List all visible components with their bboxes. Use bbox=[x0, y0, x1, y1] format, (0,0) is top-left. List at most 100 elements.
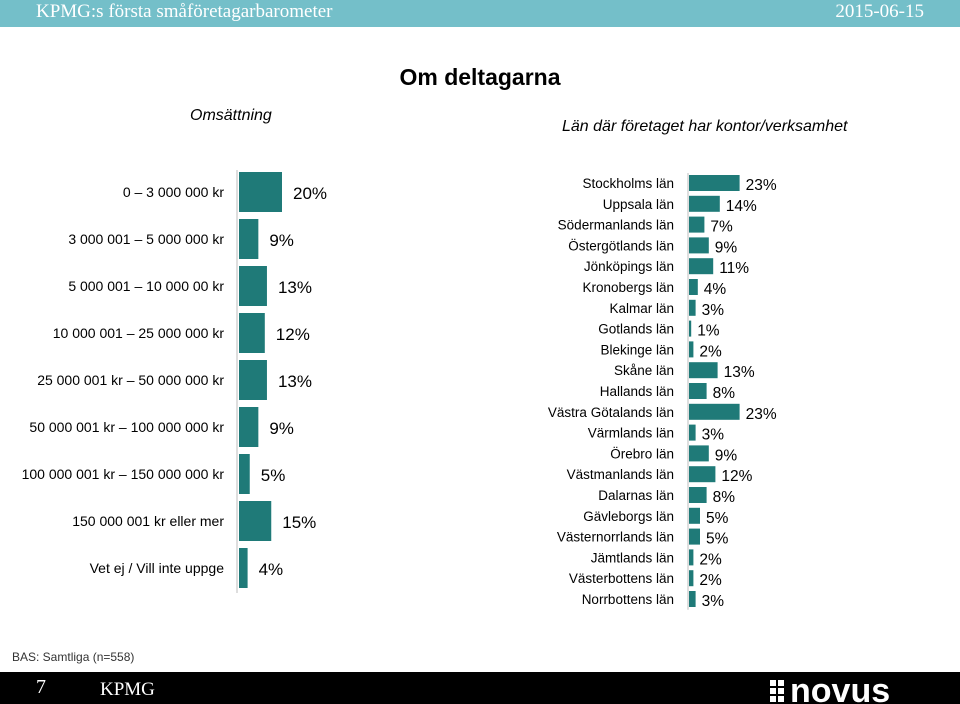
omsattning-category-label: Vet ej / Vill inte uppge bbox=[90, 560, 225, 576]
omsattning-bar bbox=[239, 313, 265, 353]
omsattning-value-label: 9% bbox=[269, 419, 294, 438]
lan-value-label: 11% bbox=[719, 260, 749, 277]
omsattning-category-label: 0 – 3 000 000 kr bbox=[123, 184, 225, 200]
omsattning-bar bbox=[239, 172, 282, 212]
presentation-title: KPMG:s första småföretagarbarometer bbox=[36, 1, 333, 22]
lan-value-label: 7% bbox=[710, 219, 733, 236]
lan-value-label: 12% bbox=[721, 468, 752, 485]
omsattning-category-label: 150 000 001 kr eller mer bbox=[72, 513, 224, 529]
lan-bar bbox=[689, 487, 707, 503]
lan-value-label: 23% bbox=[746, 177, 777, 194]
base-note: BAS: Samtliga (n=558) bbox=[12, 650, 135, 664]
lan-bar bbox=[689, 175, 740, 191]
lan-bar bbox=[689, 528, 700, 545]
omsattning-category-label: 10 000 001 – 25 000 000 kr bbox=[53, 325, 225, 341]
lan-value-label: 8% bbox=[713, 385, 736, 402]
omsattning-bar bbox=[239, 548, 248, 588]
omsattning-bar bbox=[239, 407, 259, 447]
lan-category-label: Norrbottens län bbox=[582, 592, 674, 607]
lan-value-label: 2% bbox=[699, 343, 722, 360]
lan-bar bbox=[689, 549, 694, 566]
lan-category-label: Gävleborgs län bbox=[583, 509, 674, 524]
omsattning-bar bbox=[239, 219, 259, 259]
presentation-date: 2015-06-15 bbox=[835, 1, 924, 22]
lan-value-label: 4% bbox=[704, 281, 727, 298]
lan-category-label: Dalarnas län bbox=[598, 488, 674, 503]
omsattning-value-label: 4% bbox=[259, 560, 284, 579]
footer-brand: KPMG bbox=[100, 679, 155, 700]
omsattning-value-label: 9% bbox=[269, 231, 294, 250]
lan-category-label: Östergötlands län bbox=[568, 238, 674, 253]
lan-category-label: Västmanlands län bbox=[567, 467, 674, 482]
lan-value-label: 2% bbox=[699, 551, 722, 568]
chart-title-lan: Län där företaget har kontor/verksamhet bbox=[562, 118, 848, 135]
lan-bar bbox=[689, 466, 716, 483]
lan-category-label: Hallands län bbox=[600, 384, 674, 399]
lan-bar bbox=[689, 279, 698, 295]
lan-value-label: 9% bbox=[715, 447, 738, 464]
lan-category-label: Södermanlands län bbox=[558, 218, 674, 233]
header-bar: KPMG:s första småföretagarbarometer 2015… bbox=[0, 0, 960, 27]
lan-bar bbox=[689, 383, 707, 399]
lan-category-label: Jönköpings län bbox=[584, 259, 674, 274]
footer-bar: 7 KPMG novus bbox=[0, 672, 960, 704]
lan-bar bbox=[689, 341, 694, 358]
lan-value-label: 1% bbox=[697, 323, 720, 340]
lan-value-label: 14% bbox=[726, 198, 757, 215]
lan-category-label: Västerbottens län bbox=[569, 571, 674, 586]
omsattning-value-label: 20% bbox=[293, 184, 327, 203]
omsattning-value-label: 5% bbox=[261, 466, 286, 485]
lan-category-label: Uppsala län bbox=[603, 197, 674, 212]
omsattning-bar bbox=[239, 454, 250, 494]
lan-value-label: 13% bbox=[724, 364, 755, 381]
omsattning-category-label: 50 000 001 kr – 100 000 000 kr bbox=[29, 419, 224, 435]
lan-category-label: Kalmar län bbox=[609, 301, 674, 316]
omsattning-category-label: 25 000 001 kr – 50 000 000 kr bbox=[37, 372, 224, 388]
lan-category-label: Gotlands län bbox=[598, 322, 674, 337]
omsattning-bar bbox=[239, 360, 267, 400]
lan-category-label: Jämtlands län bbox=[591, 550, 674, 565]
omsattning-category-label: 100 000 001 kr – 150 000 000 kr bbox=[22, 466, 225, 482]
lan-value-label: 5% bbox=[706, 531, 729, 548]
lan-bar bbox=[689, 445, 709, 462]
lan-category-label: Stockholms län bbox=[582, 176, 674, 191]
lan-bar bbox=[689, 591, 696, 607]
lan-value-label: 3% bbox=[702, 302, 725, 319]
lan-value-label: 2% bbox=[699, 572, 722, 589]
lan-bar bbox=[689, 216, 705, 233]
omsattning-value-label: 15% bbox=[282, 513, 316, 532]
lan-category-label: Kronobergs län bbox=[582, 280, 674, 295]
omsattning-category-label: 3 000 001 – 5 000 000 kr bbox=[68, 231, 224, 247]
lan-value-label: 3% bbox=[702, 427, 725, 444]
lan-value-label: 23% bbox=[746, 406, 777, 423]
lan-bar bbox=[689, 507, 700, 524]
lan-bar bbox=[689, 570, 694, 587]
lan-bar bbox=[689, 424, 696, 441]
omsattning-value-label: 13% bbox=[278, 372, 312, 391]
omsattning-value-label: 13% bbox=[278, 278, 312, 297]
lan-category-label: Västra Götalands län bbox=[548, 405, 674, 420]
lan-bar bbox=[689, 258, 714, 275]
svg-text:novus: novus bbox=[790, 672, 890, 704]
omsattning-bar bbox=[239, 266, 267, 306]
novus-logo: novus bbox=[770, 672, 890, 704]
lan-bar bbox=[689, 299, 696, 316]
omsattning-value-label: 12% bbox=[276, 325, 310, 344]
page-number: 7 bbox=[36, 676, 46, 698]
lan-bar bbox=[689, 320, 692, 337]
lan-bar bbox=[689, 362, 718, 379]
lan-bar bbox=[689, 195, 720, 212]
omsattning-bar bbox=[239, 501, 272, 541]
omsattning-category-label: 5 000 001 – 10 000 00 kr bbox=[68, 278, 224, 294]
lan-bar bbox=[689, 237, 709, 254]
lan-category-label: Värmlands län bbox=[588, 426, 674, 441]
lan-value-label: 5% bbox=[706, 510, 729, 527]
lan-value-label: 8% bbox=[713, 489, 736, 506]
chart-title-omsattning: Omsättning bbox=[190, 107, 272, 124]
lan-category-label: Skåne län bbox=[614, 363, 674, 378]
lan-category-label: Blekinge län bbox=[600, 342, 674, 357]
lan-bar bbox=[689, 403, 740, 420]
lan-category-label: Västernorrlands län bbox=[557, 530, 674, 545]
lan-value-label: 3% bbox=[702, 593, 725, 610]
